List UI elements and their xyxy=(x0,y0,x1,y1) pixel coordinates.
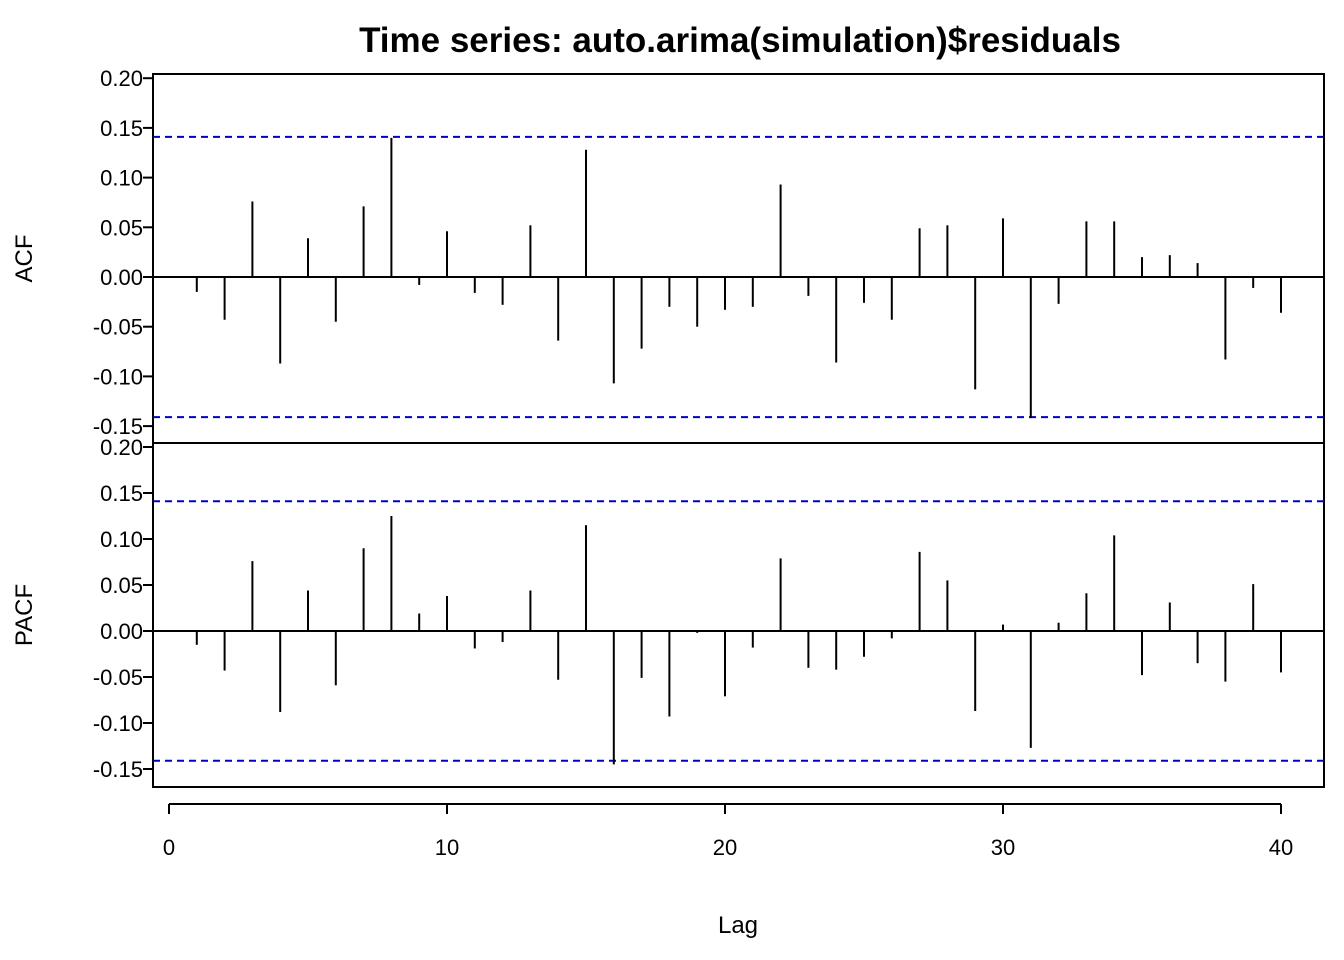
y-axis-label: ACF xyxy=(11,235,38,283)
y-tick-label: 0.05 xyxy=(100,573,143,598)
x-tick-label: 10 xyxy=(435,835,459,860)
y-axis-label: PACF xyxy=(11,584,38,646)
y-tick-label: -0.05 xyxy=(93,315,143,340)
plot-frame xyxy=(152,442,1325,788)
y-tick-label: 0.20 xyxy=(100,66,143,91)
x-tick-label: 30 xyxy=(991,835,1015,860)
chart-title: Time series: auto.arima(simulation)$resi… xyxy=(359,21,1121,60)
y-tick-label: 0.15 xyxy=(100,116,143,141)
y-tick-label: 0.10 xyxy=(100,166,143,191)
y-tick-label: 0.10 xyxy=(100,527,143,552)
pacf-panel: 0.20 0.15 0.10 0.05 0.00 -0.05 -0.10 -0.15 PACF xyxy=(11,435,1325,788)
y-tick-label: -0.10 xyxy=(93,711,143,736)
x-tick-label: 40 xyxy=(1269,835,1293,860)
x-tick-label: 20 xyxy=(713,835,737,860)
y-tick-label: -0.05 xyxy=(93,665,143,690)
y-tick-label: 0.00 xyxy=(100,265,143,290)
lag-axis: 0 10 20 30 40 xyxy=(163,803,1293,860)
plot-frame xyxy=(152,73,1325,444)
x-tick-label: 0 xyxy=(163,835,175,860)
y-tick-label: -0.10 xyxy=(93,364,143,389)
y-tick-label: -0.15 xyxy=(93,414,143,439)
y-tick-label: 0.20 xyxy=(100,435,143,460)
x-axis-label: Lag xyxy=(718,912,758,939)
y-tick-label: 0.00 xyxy=(100,619,143,644)
y-tick-label: 0.15 xyxy=(100,481,143,506)
y-tick-label: 0.05 xyxy=(100,215,143,240)
y-tick-label: -0.15 xyxy=(93,757,143,782)
acf-panel: 0.20 0.15 0.10 0.05 0.00 -0.05 -0.10 -0.15 ACF xyxy=(11,66,1325,444)
